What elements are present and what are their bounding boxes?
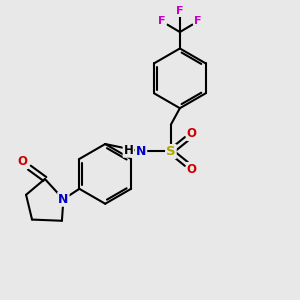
Text: N: N [58, 193, 69, 206]
Text: F: F [194, 16, 202, 26]
Text: H: H [124, 144, 134, 157]
Text: O: O [187, 163, 197, 176]
Text: O: O [187, 127, 197, 140]
Text: O: O [18, 155, 28, 168]
Text: F: F [158, 16, 166, 26]
Text: F: F [176, 6, 184, 16]
Text: N: N [136, 145, 146, 158]
Text: S: S [166, 145, 176, 158]
